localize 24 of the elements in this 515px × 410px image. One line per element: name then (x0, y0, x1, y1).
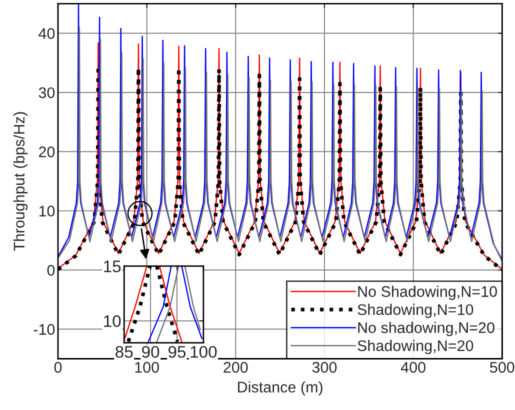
y-tick-label: 10 (39, 206, 55, 216)
x-tick-label: 100 (190, 346, 217, 358)
y-tick-label: 30 (38, 87, 55, 98)
x-tick-label: 95 (168, 346, 186, 358)
y-tick-label: 20 (38, 146, 55, 158)
x-tick-label: 100 (135, 362, 159, 373)
legend-label: No Shadowing,N=10 (358, 286, 497, 300)
x-axis-title: Distance (m) (238, 381, 322, 396)
legend-label: Shadowing,N=10 (358, 304, 474, 318)
y-tick-label: 10 (104, 315, 121, 328)
y-tick-label: -10 (34, 324, 55, 335)
x-tick-label: 300 (312, 362, 337, 373)
legend-label: No shadowing,N=20 (358, 322, 494, 336)
x-tick-label: 500 (490, 362, 514, 373)
x-tick-label: 400 (400, 362, 426, 373)
y-tick-label: 40 (38, 28, 55, 39)
x-tick-label: 0 (54, 362, 62, 373)
x-tick-label: 85 (116, 346, 133, 358)
legend-label: Shadowing,N=20 (358, 340, 474, 354)
x-tick-label: 90 (142, 346, 160, 358)
y-tick-label: 0 (47, 264, 55, 276)
y-tick-label: 15 (104, 260, 121, 272)
x-tick-label: 200 (224, 362, 248, 373)
y-axis-title: Throughput (bps/Hz) (13, 112, 28, 251)
